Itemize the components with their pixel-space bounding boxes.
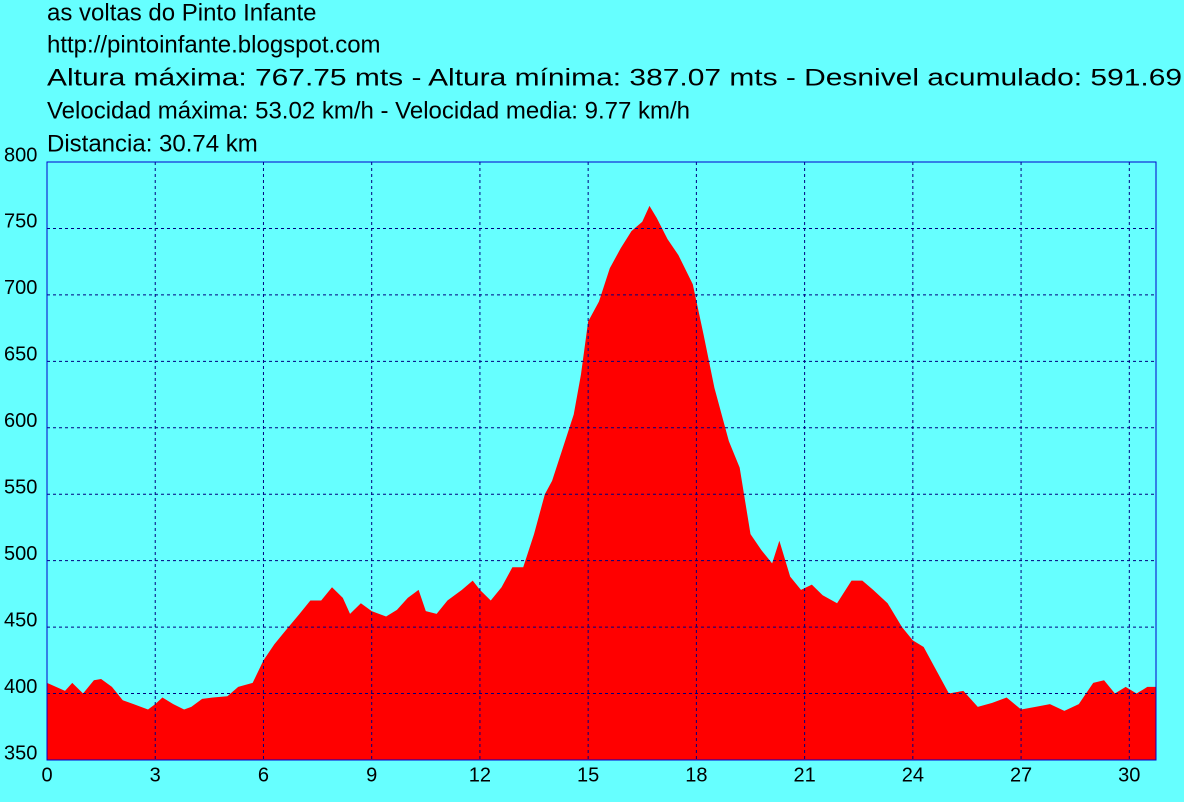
y-tick-label: 500 (4, 543, 37, 565)
x-tick-label: 3 (150, 764, 161, 786)
y-tick-label: 800 (4, 144, 37, 166)
x-tick-label: 18 (685, 764, 707, 786)
x-tick-label: 9 (366, 764, 377, 786)
x-tick-label: 27 (1010, 764, 1032, 786)
x-tick-label: 15 (577, 764, 599, 786)
x-tick-label: 21 (793, 764, 815, 786)
y-tick-label: 750 (4, 211, 37, 233)
chart-title: as voltas do Pinto Infante (47, 0, 317, 26)
x-tick-label: 30 (1118, 764, 1140, 786)
x-tick-label: 24 (902, 764, 924, 786)
x-tick-label: 0 (41, 764, 52, 786)
y-tick-label: 600 (4, 410, 37, 432)
y-tick-label: 550 (4, 477, 37, 499)
elevation-area (47, 205, 1156, 760)
annotation: Velocidad máxima: 53.02 km/h - Velocidad… (47, 97, 690, 124)
annotation: Altura máxima: 767.75 mts - Altura mínim… (47, 64, 1182, 91)
y-tick-label: 450 (4, 609, 37, 631)
plot-border (46, 161, 1157, 761)
y-tick-label: 650 (4, 344, 37, 366)
x-tick-label: 6 (258, 764, 269, 786)
y-tick-label: 350 (4, 742, 37, 764)
annotation: Distancia: 30.74 km (47, 130, 258, 157)
chart-subtitle: http://pintoinfante.blogspot.com (47, 31, 381, 58)
y-tick-label: 400 (4, 676, 37, 698)
y-tick-label: 700 (4, 277, 37, 299)
x-tick-label: 12 (469, 764, 491, 786)
